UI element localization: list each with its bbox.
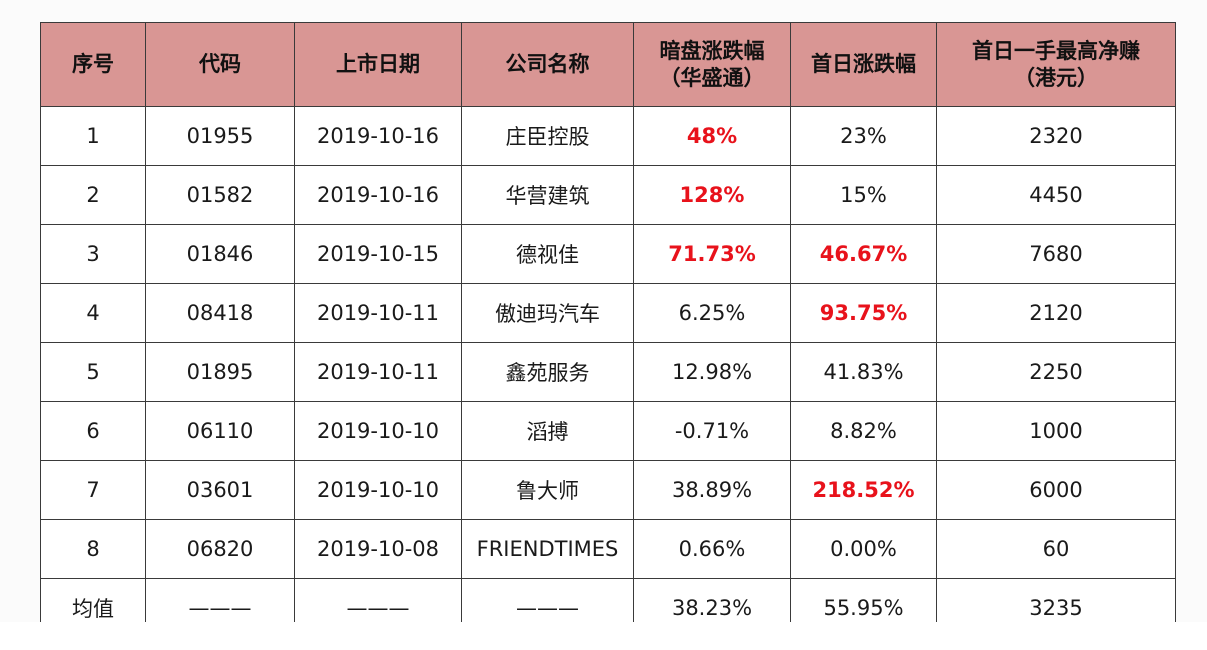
header-row: 序号 代码 上市日期 公司名称 暗盘涨跌幅 （华盛通） 首日涨跌幅 首日一手最高净赚 （港元） (40, 22, 1176, 107)
cell-first-day-change: 0.00% (790, 519, 937, 579)
header-first-day-change: 首日涨跌幅 (790, 22, 937, 107)
header-line-2: （港元） (1014, 65, 1098, 90)
cell-grey-market-change: 71.73% (633, 224, 791, 284)
cell-listing-date: 2019-10-15 (294, 224, 462, 284)
ipo-table: 序号 代码 上市日期 公司名称 暗盘涨跌幅 （华盛通） 首日涨跌幅 首日一手最高净赚 （港元） … (40, 22, 1176, 638)
header-listing-date: 上市日期 (294, 22, 462, 107)
header-code: 代码 (145, 22, 295, 107)
table-row: 8 06820 2019-10-08 FRIENDTIMES 0.66% 0.00% 60 (40, 519, 1176, 579)
cell-code: 01895 (145, 342, 295, 402)
cell-max-net-profit: 7680 (936, 224, 1176, 284)
header-line-1: 序号 (72, 52, 114, 76)
cell-first-day-change: 23% (790, 106, 937, 166)
table-row: 2 01582 2019-10-16 华营建筑 128% 15% 4450 (40, 165, 1176, 225)
cell-index: 5 (40, 342, 146, 402)
cell-code: 03601 (145, 460, 295, 520)
header-grey-market-change: 暗盘涨跌幅 （华盛通） (633, 22, 791, 107)
cell-code: 01582 (145, 165, 295, 225)
cell-grey-market-change: 38.89% (633, 460, 791, 520)
header-line-1: 公司名称 (505, 52, 590, 76)
cell-listing-date: 2019-10-10 (294, 460, 462, 520)
cell-max-net-profit: 60 (936, 519, 1176, 579)
cell-listing-date: 2019-10-08 (294, 519, 462, 579)
cell-first-day-change: 15% (790, 165, 937, 225)
header-company-name: 公司名称 (461, 22, 634, 107)
cell-grey-market-change: 0.66% (633, 519, 791, 579)
header-line-1: 暗盘涨跌幅 (659, 38, 765, 63)
cell-code: 01955 (145, 106, 295, 166)
cell-index: 4 (40, 283, 146, 343)
cell-grey-market-change: -0.71% (633, 401, 791, 461)
cell-listing-date: 2019-10-16 (294, 106, 462, 166)
cell-grey-market-change: 128% (633, 165, 791, 225)
cell-company-name: 庄臣控股 (461, 106, 634, 166)
cell-listing-date: 2019-10-11 (294, 342, 462, 402)
cell-first-day-change: 8.82% (790, 401, 937, 461)
cell-index: 1 (40, 106, 146, 166)
cell-max-net-profit: 1000 (936, 401, 1176, 461)
cell-code: 01846 (145, 224, 295, 284)
bottom-strip (0, 622, 1207, 650)
table-row: 1 01955 2019-10-16 庄臣控股 48% 23% 2320 (40, 106, 1176, 166)
cell-company-name: 傲迪玛汽车 (461, 283, 634, 343)
cell-max-net-profit: 6000 (936, 460, 1176, 520)
header-line-1: 上市日期 (336, 52, 420, 76)
header-line-2: （华盛通） (659, 65, 765, 90)
cell-index: 7 (40, 460, 146, 520)
table-row: 5 01895 2019-10-11 鑫苑服务 12.98% 41.83% 2250 (40, 342, 1176, 402)
cell-first-day-change: 41.83% (790, 342, 937, 402)
table-row: 4 08418 2019-10-11 傲迪玛汽车 6.25% 93.75% 2120 (40, 283, 1176, 343)
header-max-net-profit: 首日一手最高净赚 （港元） (936, 22, 1176, 107)
cell-first-day-change: 218.52% (790, 460, 937, 520)
cell-grey-market-change: 6.25% (633, 283, 791, 343)
cell-grey-market-change: 12.98% (633, 342, 791, 402)
table-row: 7 03601 2019-10-10 鲁大师 38.89% 218.52% 6000 (40, 460, 1176, 520)
cell-index: 8 (40, 519, 146, 579)
cell-code: 06110 (145, 401, 295, 461)
cell-company-name: 华营建筑 (461, 165, 634, 225)
cell-index: 6 (40, 401, 146, 461)
cell-code: 06820 (145, 519, 295, 579)
cell-listing-date: 2019-10-11 (294, 283, 462, 343)
cell-listing-date: 2019-10-16 (294, 165, 462, 225)
cell-company-name: 鑫苑服务 (461, 342, 634, 402)
cell-code: 08418 (145, 283, 295, 343)
header-line-1: 代码 (199, 52, 241, 76)
header-line-1: 首日一手最高净赚 (972, 38, 1140, 63)
cell-listing-date: 2019-10-10 (294, 401, 462, 461)
cell-company-name: 滔搏 (461, 401, 634, 461)
cell-company-name: 鲁大师 (461, 460, 634, 520)
table-body: 1 01955 2019-10-16 庄臣控股 48% 23% 2320 2 01582 2019… (40, 106, 1176, 638)
cell-first-day-change: 93.75% (790, 283, 937, 343)
table-row: 6 06110 2019-10-10 滔搏 -0.71% 8.82% 1000 (40, 401, 1176, 461)
cell-max-net-profit: 2250 (936, 342, 1176, 402)
cell-company-name: 德视佳 (461, 224, 634, 284)
cell-index: 2 (40, 165, 146, 225)
cell-max-net-profit: 2320 (936, 106, 1176, 166)
cell-max-net-profit: 2120 (936, 283, 1176, 343)
cell-max-net-profit: 4450 (936, 165, 1176, 225)
cell-company-name: FRIENDTIMES (461, 519, 634, 579)
table-row: 3 01846 2019-10-15 德视佳 71.73% 46.67% 7680 (40, 224, 1176, 284)
cell-grey-market-change: 48% (633, 106, 791, 166)
header-line-1: 首日涨跌幅 (811, 52, 916, 76)
header-index: 序号 (40, 22, 146, 107)
cell-index: 3 (40, 224, 146, 284)
cell-first-day-change: 46.67% (790, 224, 937, 284)
